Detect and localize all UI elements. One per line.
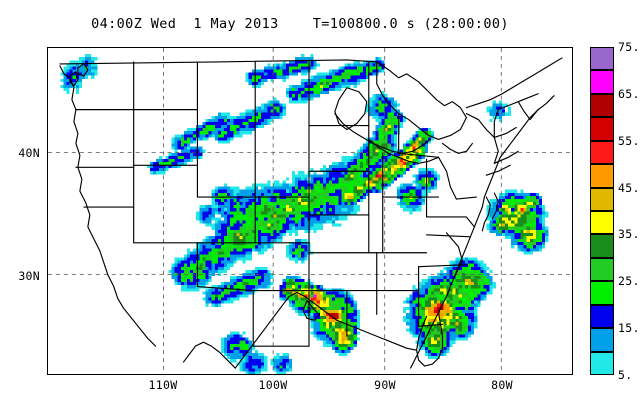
map-plot-area — [47, 47, 573, 375]
colorbar: 75. 65. 55. 45. 35. 25. 15. 5. — [590, 40, 639, 382]
colorbar-tick-label: 5. — [618, 368, 633, 382]
colorbar-swatch — [590, 117, 614, 141]
graticule — [48, 48, 572, 374]
reflectivity-field — [60, 54, 549, 374]
colorbar-swatch — [590, 140, 614, 165]
colorbar-swatch — [590, 70, 614, 94]
colorbar-swatch — [590, 187, 614, 211]
colorbar-tick-label: 15. — [618, 321, 640, 336]
colorbar-tick-label: 25. — [618, 274, 640, 289]
colorbar-swatch — [590, 47, 614, 71]
colorbar-swatch — [590, 328, 614, 352]
x-tick-label-100w: 100W — [258, 378, 288, 392]
x-tick-label-80w: 80W — [491, 378, 513, 392]
colorbar-swatch — [590, 351, 614, 375]
colorbar-swatch — [590, 257, 614, 282]
colorbar-swatch — [590, 304, 614, 329]
x-tick-label-90w: 90W — [374, 378, 396, 392]
colorbar-tick-label: 65. — [618, 86, 640, 101]
colorbar-swatch — [590, 281, 614, 305]
colorbar-tick-label: 55. — [618, 133, 640, 148]
colorbar-swatch — [590, 93, 614, 118]
y-tick-label-30n: 30N — [18, 269, 40, 283]
y-tick-label-40n: 40N — [18, 146, 40, 160]
colorbar-swatch — [590, 211, 614, 235]
colorbar-swatch — [590, 234, 614, 258]
colorbar-swatch — [590, 164, 614, 188]
x-tick-label-110w: 110W — [148, 378, 178, 392]
coastline-and-borders — [59, 57, 563, 369]
colorbar-tick-label: 35. — [618, 227, 640, 242]
figure-title: 04:00Z Wed 1 May 2013 T=100800.0 s (28:0… — [91, 16, 509, 32]
colorbar-tick-label: 75. — [618, 40, 640, 54]
map-svg — [48, 48, 572, 374]
colorbar-tick-label: 45. — [618, 180, 640, 195]
map-canvas — [48, 48, 572, 374]
